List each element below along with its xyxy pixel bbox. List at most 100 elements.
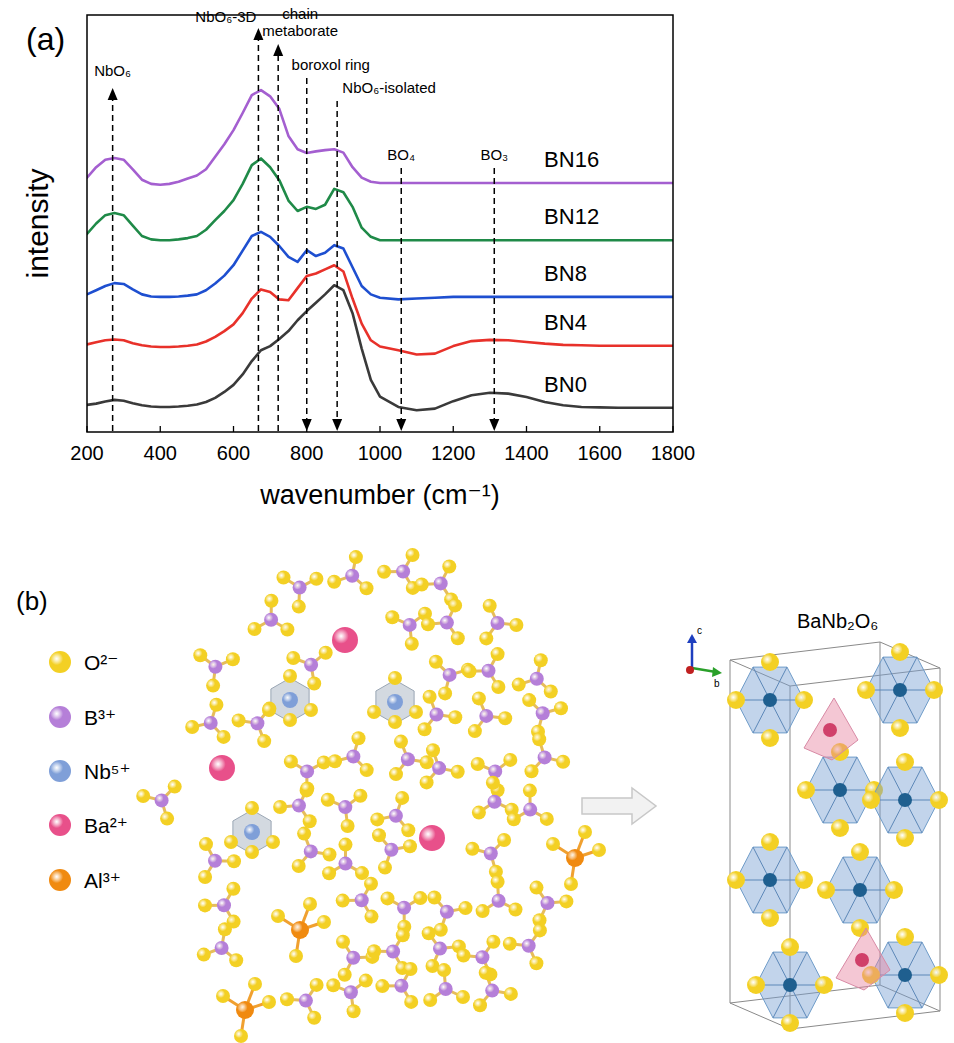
- oxygen-atom: [885, 881, 903, 899]
- oxygen-atom: [544, 685, 558, 699]
- oxygen-atom: [218, 922, 232, 936]
- nbo6-octahedron: [736, 847, 804, 913]
- axis-c: [691, 640, 694, 668]
- oxygen-atom: [420, 775, 434, 789]
- oxygen-atom: [534, 653, 548, 667]
- annotation-line: [306, 78, 308, 420]
- x-tick-label: 800: [290, 442, 323, 464]
- oxygen-atom: [486, 935, 500, 949]
- panel-label: (a): [26, 21, 65, 57]
- oxygen-atom: [523, 784, 537, 798]
- annotation-line-text: chain: [282, 5, 318, 22]
- oxygen-atom: [198, 870, 212, 884]
- boron-atom: [215, 941, 229, 955]
- axis-b-head: [712, 667, 722, 677]
- boron-atom: [482, 664, 496, 678]
- annotation-label: NbO₆: [94, 62, 131, 79]
- oxygen-atom: [418, 722, 432, 736]
- x-tick-label: 600: [217, 442, 250, 464]
- legend-label: Ba²⁺: [84, 814, 128, 837]
- oxygen-atom: [497, 833, 511, 847]
- boron-atom: [300, 764, 314, 778]
- network-bonds: [143, 555, 599, 1036]
- transition-arrow: [582, 788, 656, 824]
- niobium-atom: [282, 692, 298, 708]
- annotation-arrowhead: [489, 419, 499, 431]
- boron-atom: [522, 939, 536, 953]
- niobium-atom: [387, 694, 403, 710]
- boron-atom: [208, 854, 222, 868]
- annotation-line-text: NbO₆: [94, 62, 131, 79]
- annotation-line-text: NbO₆-3D: [195, 8, 256, 25]
- oxygen-atom: [292, 859, 306, 873]
- legend-label: B³⁺: [84, 706, 116, 729]
- oxygen-atom: [352, 731, 366, 745]
- oxygen-atom: [406, 548, 420, 562]
- oxygen-atom: [479, 631, 493, 645]
- oxygen-atom: [891, 719, 909, 737]
- aluminium-atom: [236, 1001, 254, 1019]
- boron-atom: [430, 708, 444, 722]
- oxygen-atom: [457, 949, 471, 963]
- network-atoms: [136, 548, 606, 1043]
- oxygen-atom: [364, 877, 378, 891]
- x-tick-label: 200: [70, 442, 103, 464]
- oxygen-atom: [338, 968, 352, 982]
- x-tick: [526, 426, 527, 432]
- oxygen-atom: [747, 976, 765, 994]
- oxygen-atom: [372, 828, 386, 842]
- oxygen-atom: [347, 1004, 361, 1018]
- boron-atom: [345, 569, 359, 583]
- annotation-line-text: metaborate: [262, 22, 338, 39]
- axis-c-head: [687, 634, 697, 643]
- oxygen-atom: [459, 901, 473, 915]
- oxygen-atom: [422, 926, 436, 940]
- ba-polyhedron: [804, 698, 858, 760]
- boron-atom: [355, 893, 369, 907]
- oxygen-atom: [198, 898, 212, 912]
- boron-atom: [530, 672, 544, 686]
- oxygen-atom: [370, 812, 384, 826]
- oxygen-atom: [415, 578, 429, 592]
- boron-atom: [386, 945, 400, 959]
- oxygen-atom: [321, 793, 335, 807]
- oxygen-atom: [896, 1004, 914, 1022]
- oxygen-atom: [896, 753, 914, 771]
- annotation-label: NbO₆-isolated: [342, 79, 436, 96]
- oxygen-atom: [262, 703, 276, 717]
- x-tick: [379, 426, 380, 432]
- oxygen-atom: [375, 979, 389, 993]
- oxygen-atom: [925, 681, 943, 699]
- oxygen-atom: [339, 838, 353, 852]
- oxygen-atom: [483, 599, 497, 613]
- oxygen-atom: [831, 819, 849, 837]
- boron-atom: [432, 761, 446, 775]
- boron-atom: [264, 613, 278, 627]
- annotation-label: NbO₆-3D: [195, 8, 256, 25]
- x-tick: [233, 426, 234, 432]
- oxygen-atom: [409, 705, 423, 719]
- oxygen-atom: [404, 962, 418, 976]
- crystal-structure: BaNb₂O₆cb: [686, 610, 948, 1032]
- oxygen-atom: [328, 754, 342, 768]
- oxygen-atom: [421, 617, 435, 631]
- x-tick: [599, 426, 600, 432]
- oxygen-atom: [303, 897, 317, 911]
- oxygen-atom: [468, 724, 482, 738]
- x-tick: [453, 426, 454, 432]
- oxygen-atom: [896, 928, 914, 946]
- oxygen-atom: [353, 789, 367, 803]
- oxygen-atom: [217, 730, 231, 744]
- oxygen-atom: [378, 861, 392, 875]
- oxygen-atom: [491, 680, 505, 694]
- oxygen-atom: [503, 937, 517, 951]
- oxygen-atom: [427, 891, 441, 905]
- annotation-line-text: NbO₆-isolated: [342, 79, 436, 96]
- oxygen-atom: [300, 782, 314, 796]
- oxygen-atom: [307, 677, 321, 691]
- oxygen-atom: [227, 854, 241, 868]
- boron-atom: [208, 660, 222, 674]
- boron-atom: [440, 616, 454, 630]
- oxygen-atom: [891, 643, 909, 661]
- oxygen-atom: [245, 845, 259, 859]
